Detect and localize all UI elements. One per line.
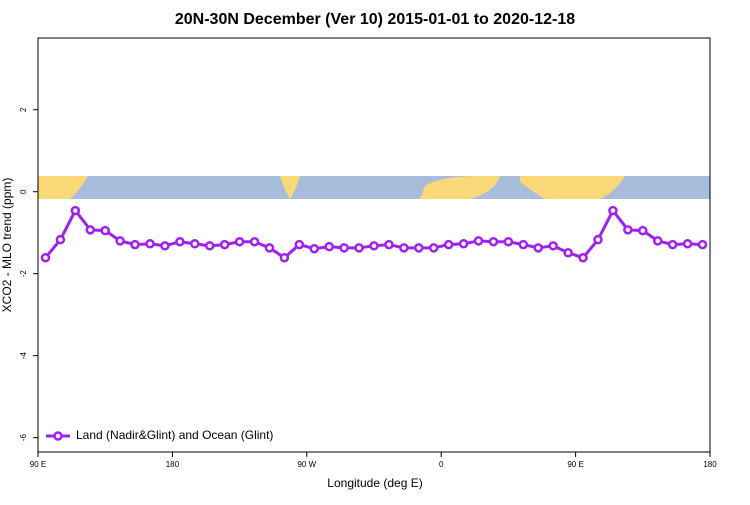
data-point [503,236,514,247]
map-strip [38,176,710,199]
data-point [428,243,439,253]
data-point [548,241,558,251]
data-point [130,239,140,250]
data-point [234,236,245,247]
data-point [563,248,573,258]
data-point [40,252,51,263]
land [520,176,625,199]
data-point [458,239,469,249]
data-point [354,243,364,253]
data-point [518,239,529,250]
x-tick-label: 180 [166,460,180,469]
land [420,176,500,199]
y-axis-label: XCO2 - MLO trend (ppm) [0,178,14,313]
data-point [190,239,200,249]
data-point [667,239,678,250]
legend-marker [53,431,63,441]
x-tick-label: 90 W [297,460,316,469]
data-point [145,239,155,249]
data-point [100,225,110,236]
x-tick-label: 180 [703,460,717,469]
data-point [488,236,499,247]
y-tick-label: -6 [19,434,28,442]
data-point [309,243,320,254]
data-point [608,205,618,216]
data-point [219,239,230,250]
data-point [697,239,708,250]
x-tick-label: 90 E [30,460,46,469]
data-point [85,225,96,235]
data-point [682,239,693,249]
data-point [652,236,663,246]
data-point [70,205,81,216]
y-tick-label: 2 [19,107,28,112]
land [280,176,300,199]
data-point [399,243,409,253]
data-point [533,243,544,253]
plot-frame [37,37,711,453]
data-point [623,225,633,235]
land [38,176,88,199]
x-axis-label: Longitude (deg E) [327,476,422,490]
data-point [593,234,603,245]
data-point [369,241,379,251]
y-tick-label: 0 [19,189,28,194]
data-point [279,252,290,263]
data-point [294,239,305,250]
legend-label: Land (Nadir&Glint) and Ocean (Glint) [76,428,273,442]
data-point [264,243,275,253]
chart-title: 20N-30N December (Ver 10) 2015-01-01 to … [175,11,575,28]
data-point [204,241,215,251]
x-tick-label: 90 E [567,460,583,469]
data-point [473,236,484,246]
data-point [324,241,334,252]
series-line [44,207,703,260]
y-tick-label: -4 [19,352,28,360]
data-point [339,243,349,253]
data-point [414,243,424,253]
data-point [115,236,125,246]
data-point [160,241,170,251]
data-point [55,234,66,245]
data-point [638,225,648,236]
data-point [384,239,394,250]
data-point [443,239,454,250]
data-point [249,236,260,247]
data-point [578,252,588,263]
data-point [175,236,185,247]
x-tick-label: 0 [439,460,444,469]
y-tick-label: -2 [19,270,28,278]
